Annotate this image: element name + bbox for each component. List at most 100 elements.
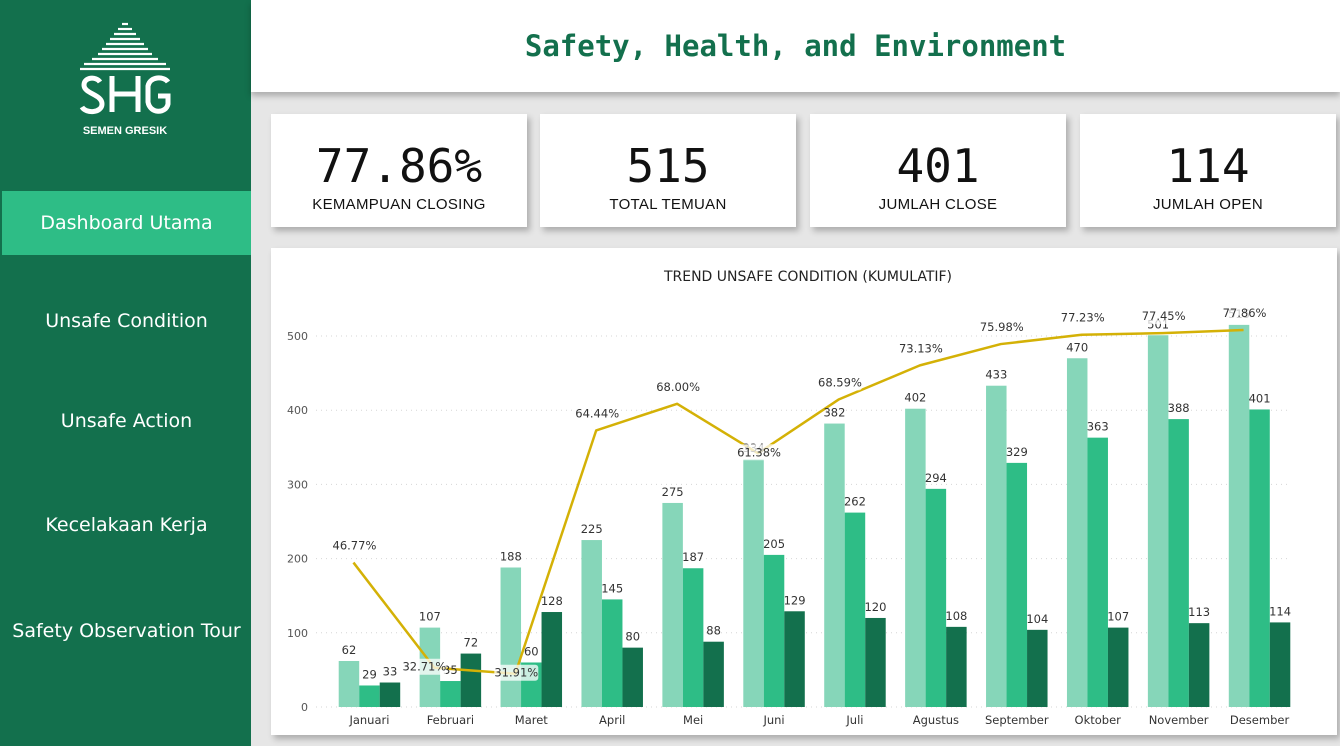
- logo-text: SEMEN GRESIK: [83, 125, 167, 137]
- kpi-jumlah-close: 401 JUMLAH CLOSE: [810, 114, 1066, 227]
- bar[interactable]: [1006, 462, 1028, 707]
- bar[interactable]: [986, 385, 1007, 707]
- bar-value-label: 275: [662, 485, 684, 499]
- bar[interactable]: [500, 567, 522, 707]
- bar-value-label: 388: [1168, 401, 1190, 415]
- x-tick-label: Desember: [1230, 713, 1290, 727]
- bar-value-label: 62: [342, 643, 357, 657]
- bar-value-label: 113: [1188, 605, 1210, 619]
- bar-value-label: 382: [823, 406, 845, 420]
- page-title: Safety, Health, and Environment: [524, 29, 1067, 63]
- bar[interactable]: [541, 612, 563, 707]
- y-tick-label: 300: [287, 478, 308, 491]
- bar[interactable]: [865, 617, 886, 707]
- nav-label: Kecelakaan Kerja: [45, 514, 208, 536]
- bar[interactable]: [905, 408, 926, 707]
- y-tick-label: 100: [287, 627, 308, 640]
- bar[interactable]: [703, 641, 724, 707]
- bar-value-label: 60: [524, 644, 539, 658]
- nav-dashboard-utama[interactable]: Dashboard Utama: [2, 191, 251, 255]
- bar-value-label: 29: [362, 667, 377, 681]
- bar[interactable]: [581, 540, 602, 707]
- bar[interactable]: [359, 685, 380, 707]
- x-tick-label: Oktober: [1075, 713, 1122, 727]
- kpi-value: 114: [1166, 139, 1250, 193]
- nav-unsafe-condition[interactable]: Unsafe Condition: [2, 289, 251, 353]
- bar-value-label: 80: [625, 630, 640, 644]
- bar[interactable]: [1066, 358, 1088, 707]
- x-tick-label: Maret: [515, 713, 549, 727]
- bar[interactable]: [1027, 629, 1048, 707]
- x-tick-label: Agustus: [913, 713, 959, 727]
- bar[interactable]: [1249, 409, 1270, 707]
- bar[interactable]: [1188, 623, 1210, 707]
- nav-label: Unsafe Action: [60, 410, 193, 432]
- bar-value-label: 72: [464, 636, 479, 650]
- bar-value-label: 107: [419, 610, 441, 624]
- bar[interactable]: [743, 459, 764, 707]
- chart-card: TREND UNSAFE CONDITION (KUMULATIF) 0 100 2…: [271, 248, 1337, 735]
- line-label-bg: [817, 374, 862, 391]
- bar-value-label: 470: [1066, 340, 1088, 354]
- y-tick-label: 0: [301, 701, 308, 714]
- kpi-label: JUMLAH OPEN: [1153, 196, 1263, 213]
- bar[interactable]: [662, 502, 683, 707]
- kpi-total-temuan: 515 TOTAL TEMUAN: [540, 114, 796, 227]
- bar[interactable]: [1087, 437, 1108, 707]
- semen-gresik-logo: SEMEN GRESIK: [79, 22, 171, 137]
- bar[interactable]: [946, 626, 967, 707]
- x-tick-label: November: [1149, 713, 1209, 727]
- bar-value-label: 107: [1107, 610, 1129, 624]
- bar[interactable]: [440, 681, 461, 707]
- bar-value-label: 129: [784, 593, 806, 607]
- x-tick-label: April: [599, 713, 625, 727]
- bar[interactable]: [379, 682, 401, 707]
- bar-value-label: 104: [1026, 612, 1048, 626]
- bar[interactable]: [622, 647, 643, 707]
- bar-value-label: 108: [945, 609, 967, 623]
- bar[interactable]: [763, 554, 785, 707]
- trend-chart: TREND UNSAFE CONDITION (KUMULATIF) 0 100 2…: [287, 269, 1291, 727]
- bar[interactable]: [601, 599, 623, 707]
- line-label-bg: [656, 378, 701, 395]
- bar[interactable]: [682, 568, 704, 707]
- kpi-value: 77.86%: [315, 139, 483, 193]
- nav-safety-observation-tour[interactable]: Safety Observation Tour: [2, 599, 251, 663]
- kpi-label: JUMLAH CLOSE: [878, 196, 998, 213]
- bar[interactable]: [844, 512, 866, 707]
- x-tick-label: September: [985, 713, 1049, 727]
- line-label-bg: [898, 340, 943, 357]
- bar-value-label: 262: [844, 495, 866, 509]
- bar[interactable]: [338, 660, 360, 707]
- bar[interactable]: [1269, 622, 1291, 707]
- bar[interactable]: [1147, 335, 1169, 707]
- bar[interactable]: [1107, 627, 1129, 707]
- sidebar: SEMEN GRESIK Dashboard Utama Unsafe Cond…: [0, 0, 251, 746]
- x-tick-label: Mei: [683, 713, 703, 727]
- line-value-label: 61.38%: [737, 445, 781, 459]
- bar[interactable]: [824, 423, 845, 707]
- bar[interactable]: [784, 611, 805, 707]
- line-value-label: 46.77%: [333, 539, 377, 553]
- nav-unsafe-action[interactable]: Unsafe Action: [2, 389, 251, 453]
- bar-value-label: 294: [925, 471, 947, 485]
- line-label-bg: [575, 405, 620, 422]
- bar-value-label: 329: [1006, 445, 1028, 459]
- y-tick-label: 200: [287, 553, 308, 566]
- bar[interactable]: [1228, 324, 1250, 707]
- bar-value-label: 225: [581, 522, 603, 536]
- kpi-label: KEMAMPUAN CLOSING: [312, 196, 486, 213]
- nav-label: Unsafe Condition: [45, 310, 208, 332]
- line-label-bg: [494, 664, 539, 681]
- line-value-label: 68.00%: [656, 380, 700, 394]
- line-label-bg: [402, 658, 447, 675]
- nav-kecelakaan-kerja[interactable]: Kecelakaan Kerja: [2, 493, 251, 557]
- bar[interactable]: [460, 653, 482, 707]
- bar[interactable]: [925, 488, 947, 707]
- bar-value-label: 145: [601, 581, 623, 595]
- bar[interactable]: [1168, 419, 1189, 707]
- chart-title: TREND UNSAFE CONDITION (KUMULATIF): [663, 269, 952, 285]
- line-value-label: 77.23%: [1061, 311, 1105, 325]
- line-value-label: 68.59%: [818, 375, 862, 389]
- kpi-value: 401: [896, 139, 980, 193]
